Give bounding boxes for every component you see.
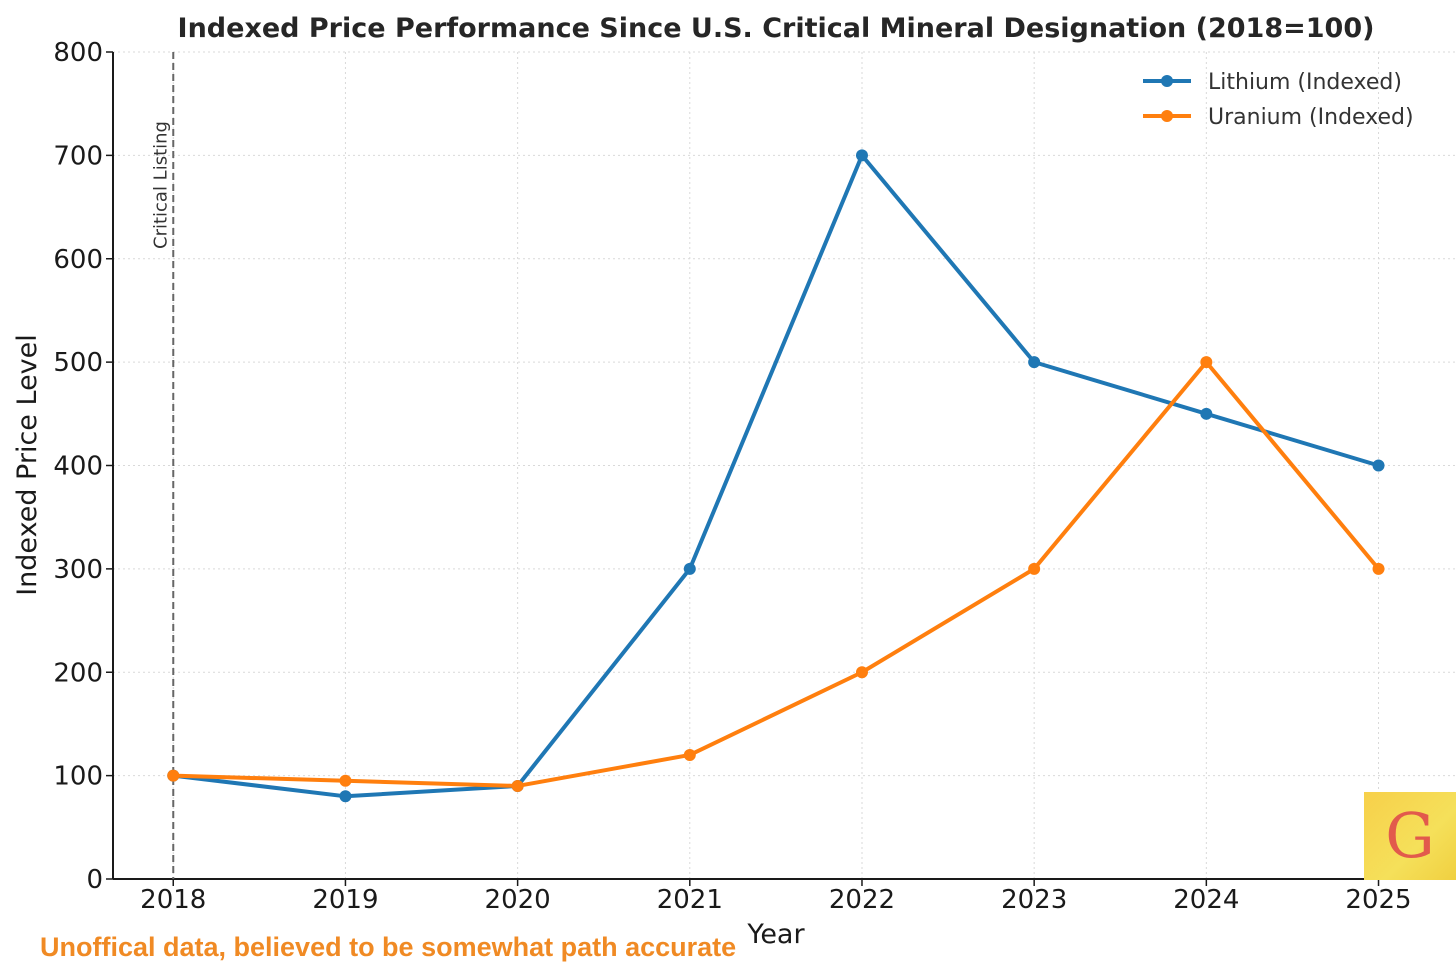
y-tick-label: 200 [53,658,103,688]
y-tick-label: 100 [53,762,103,792]
brand-logo: G [1364,792,1456,880]
legend-label: Uranium (Indexed) [1208,105,1414,130]
x-tick-label: 2019 [312,885,378,915]
y-tick-label: 700 [53,141,103,171]
series-line-uranium [173,360,1381,788]
legend-marker [1161,75,1173,87]
data-point [683,562,696,575]
legend-label: Lithium (Indexed) [1208,70,1402,95]
annotations: Critical Listing [150,52,175,879]
x-axis-label: Year [746,919,805,950]
data-point [855,149,868,162]
data-point [1372,562,1385,575]
data-point [1028,562,1041,575]
chart-title: Indexed Price Performance Since U.S. Cri… [178,13,1375,44]
y-tick-label: 0 [86,865,103,895]
x-tick-label: 2022 [829,885,895,915]
data-point [1200,407,1213,420]
y-tick-label: 400 [53,452,103,482]
x-tick-label: 2021 [657,885,723,915]
y-axis-label: Indexed Price Level [12,334,43,596]
x-tick-label: 2020 [485,885,551,915]
data-point [683,748,696,761]
legend: Lithium (Indexed) Uranium (Indexed) [1143,70,1414,130]
footer-note: Unoffical data, believed to be somewhat … [40,932,737,962]
y-tick-label: 300 [53,555,103,585]
x-tick-label: 2024 [1173,885,1239,915]
x-tick-label: 2023 [1001,885,1067,915]
grid [113,51,1456,880]
series-group [167,149,1385,803]
series-line-lithium [173,153,1380,799]
y-tick-label: 800 [53,38,103,68]
data-point [511,779,524,792]
x-tick-label: 2025 [1345,885,1411,915]
logo-letter: G [1385,799,1435,872]
y-tick-label: 500 [53,348,103,378]
data-point [339,790,352,803]
ticks: 0 100 200 300 400 500 600 700 800 2018 2019 2020 202… [53,38,1411,915]
data-point [339,774,352,787]
data-point [167,769,180,782]
data-point [1200,356,1213,369]
data-point [855,666,868,679]
critical-listing-label: Critical Listing [150,121,171,249]
x-tick-label: 2018 [140,885,206,915]
data-point [1372,459,1385,472]
legend-marker [1161,110,1173,122]
data-point [1028,356,1041,369]
y-tick-label: 600 [53,245,103,275]
